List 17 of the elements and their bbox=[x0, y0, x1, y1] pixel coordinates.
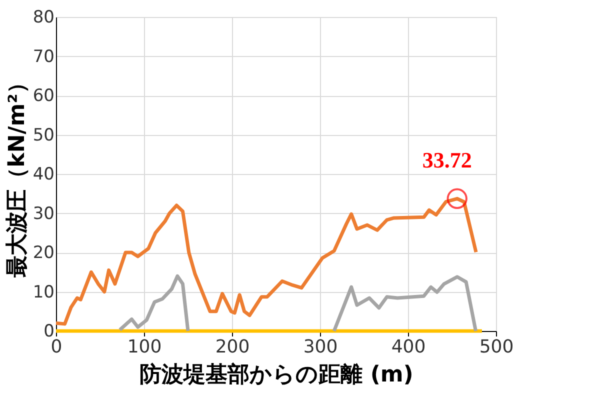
y-tick-label: 0 bbox=[44, 322, 54, 342]
y-tick-label: 60 bbox=[32, 86, 54, 106]
y-tick-label: 40 bbox=[32, 164, 54, 184]
x-tick-label: 400 bbox=[391, 336, 426, 358]
x-tick-label: 500 bbox=[479, 336, 514, 358]
y-tick-label: 80 bbox=[32, 8, 54, 28]
y-tick-label: 20 bbox=[32, 243, 54, 263]
y-tick-label: 10 bbox=[32, 282, 54, 302]
y-tick-label: 30 bbox=[32, 204, 54, 224]
x-tick-label: 300 bbox=[303, 336, 338, 358]
x-tick-label: 200 bbox=[215, 336, 250, 358]
x-tick-label: 100 bbox=[127, 336, 162, 358]
y-tick-label: 50 bbox=[32, 125, 54, 146]
y-axis-title: 最大波圧（kN/m²） bbox=[4, 72, 30, 278]
annotation: 33.72 bbox=[422, 148, 472, 173]
y-tick-label: 70 bbox=[32, 46, 54, 67]
x-axis-title: 防波堤基部からの距離 (m) bbox=[140, 362, 414, 388]
